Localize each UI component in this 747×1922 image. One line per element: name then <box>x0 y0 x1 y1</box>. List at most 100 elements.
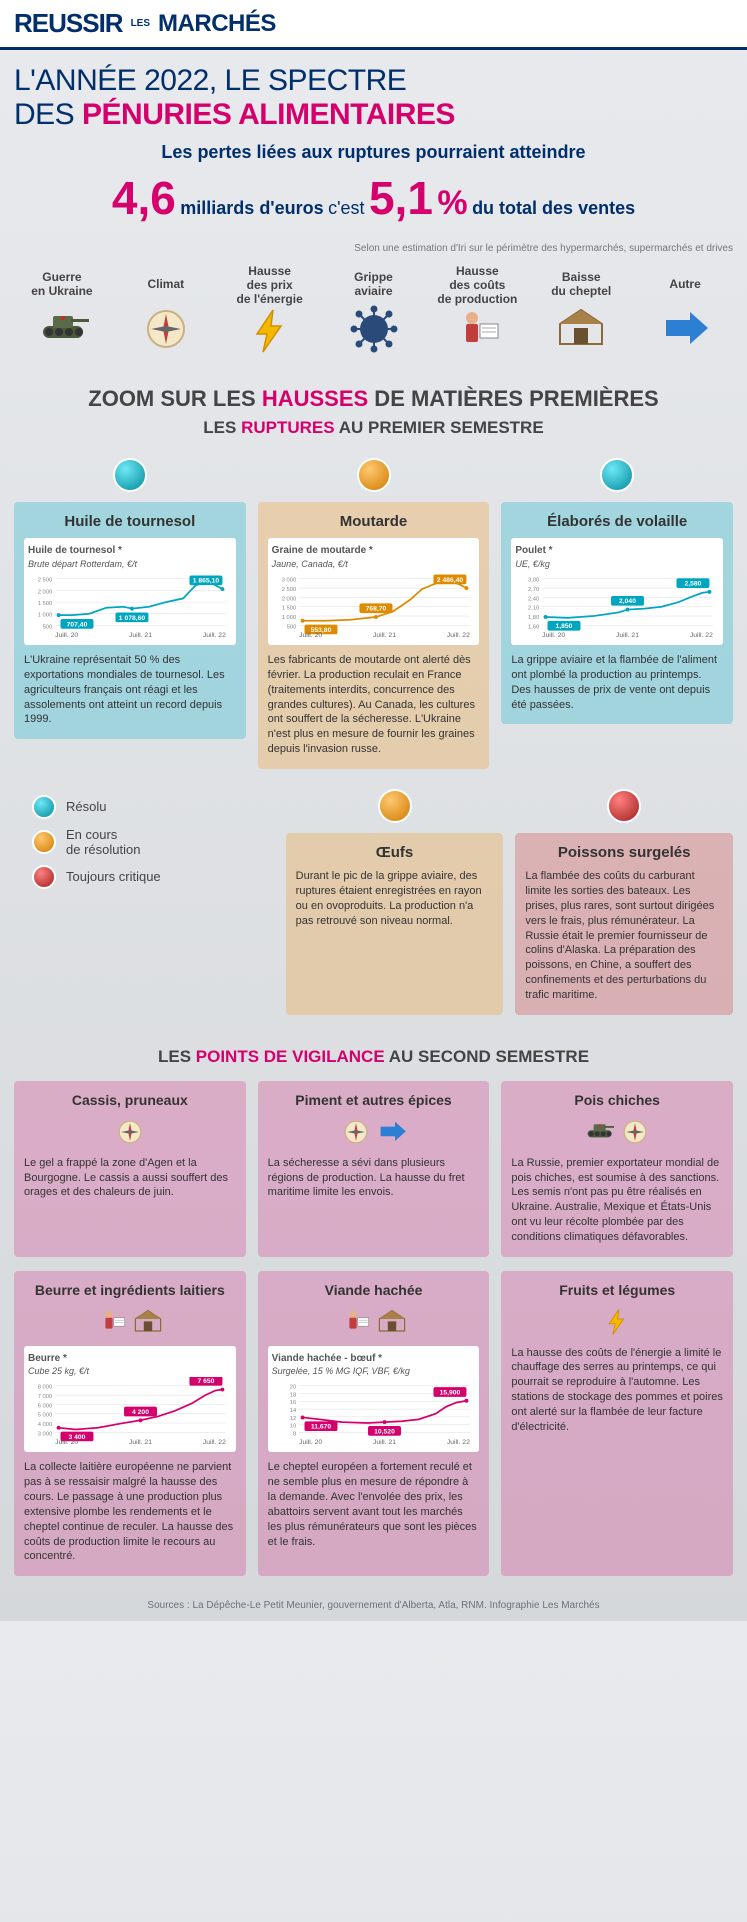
rupture-title: Moutarde <box>268 512 480 532</box>
svg-text:2 500: 2 500 <box>38 578 53 584</box>
chart-name: Graine de moutarde * <box>272 544 476 558</box>
compass-icon <box>341 1117 371 1147</box>
svg-text:11,670: 11,670 <box>311 1424 332 1431</box>
svg-text:1 078,60: 1 078,60 <box>119 615 146 622</box>
svg-text:6 000: 6 000 <box>38 1404 53 1410</box>
vigilance-text: Le gel a frappé la zone d'Agen et la Bou… <box>24 1156 236 1201</box>
rupture-title: Poissons surgelés <box>525 843 723 863</box>
vigilance-text: Le cheptel européen a fortement reculé e… <box>268 1460 480 1549</box>
cause-icon-wrap <box>655 304 715 354</box>
svg-text:1 500: 1 500 <box>281 606 296 612</box>
vigilance-title: Fruits et légumes <box>511 1281 723 1300</box>
vigilance-text: La sécheresse a sévi dans plusieurs régi… <box>268 1156 480 1201</box>
legend-dot-red <box>32 865 56 889</box>
logo-les: LES <box>131 18 150 29</box>
cause-label: Climat <box>147 264 184 304</box>
svg-text:4 200: 4 200 <box>132 1409 149 1416</box>
ruptures-row-2: Résolu En cours de résolution Toujours c… <box>0 783 747 1029</box>
barn-icon <box>133 1307 163 1337</box>
svg-text:12: 12 <box>289 1416 295 1422</box>
svg-text:2 000: 2 000 <box>281 596 296 602</box>
cause-item: Hausse des coûts de production <box>427 264 527 356</box>
headline-numbers: 4,6 milliards d'euros c'est 5,1 % du tot… <box>14 171 733 225</box>
cause-item: Hausse des prix de l'énergie <box>220 264 320 356</box>
status-dot <box>600 458 634 492</box>
svg-text:2,040: 2,040 <box>619 598 636 605</box>
svg-text:4 000: 4 000 <box>38 1422 53 1428</box>
status-legend: Résolu En cours de résolution Toujours c… <box>14 783 274 909</box>
brand-header: REUSSIR LES MARCHÉS <box>0 0 747 50</box>
chart-svg: 1,601,802,102,402,703,00 1,8502,0402,580… <box>515 570 719 640</box>
svg-text:1 500: 1 500 <box>38 601 53 607</box>
vigilance-text: La collecte laitière européenne ne parvi… <box>24 1460 236 1564</box>
mini-chart: Viande hachée - bœuf * Surgelée, 15 % MG… <box>268 1346 480 1453</box>
svg-text:2,10: 2,10 <box>528 606 539 612</box>
ruptures-row-1: Huile de tournesol Huile de tournesol * … <box>0 502 747 783</box>
cause-label: Baisse du cheptel <box>551 264 611 304</box>
vigilance-text: La Russie, premier exportateur mondial d… <box>511 1156 723 1245</box>
barn-icon <box>377 1307 407 1337</box>
compass-icon <box>115 1117 145 1147</box>
svg-text:1 000: 1 000 <box>38 613 53 619</box>
vigilance-icons <box>511 1116 723 1148</box>
vigilance-row-2: Beurre et ingrédients laitiers Beurre * … <box>0 1271 747 1591</box>
svg-text:1,850: 1,850 <box>556 623 573 630</box>
cause-icon-wrap <box>551 304 611 354</box>
svg-text:768,70: 768,70 <box>365 606 386 613</box>
vigilance-title: Cassis, pruneaux <box>24 1091 236 1110</box>
mini-chart: Beurre * Cube 25 kg, €/t 3 0004 0005 000… <box>24 1346 236 1453</box>
svg-text:Juill. 21: Juill. 21 <box>373 632 396 639</box>
svg-text:3,00: 3,00 <box>528 578 539 584</box>
svg-text:Juill. 22: Juill. 22 <box>203 1439 226 1446</box>
chart-name: Poulet * <box>515 544 719 558</box>
chart-sub: Cube 25 kg, €/t <box>28 1365 232 1377</box>
rupture-text: Durant le pic de la grippe aviaire, des … <box>296 869 494 928</box>
svg-text:Juill. 21: Juill. 21 <box>129 1439 152 1446</box>
bolt-icon <box>243 306 297 356</box>
svg-text:7 650: 7 650 <box>197 1378 214 1385</box>
svg-text:Juill. 22: Juill. 22 <box>690 632 713 639</box>
chart-sub: Brute départ Rotterdam, €/t <box>28 558 232 570</box>
title-block: L'ANNÉE 2022, LE SPECTRE DES PÉNURIES AL… <box>0 50 747 239</box>
vigilance-icons <box>24 1116 236 1148</box>
svg-text:Juill. 21: Juill. 21 <box>129 632 152 639</box>
svg-text:3 000: 3 000 <box>38 1432 53 1438</box>
cause-label: Autre <box>669 264 700 304</box>
svg-text:Juill. 20: Juill. 20 <box>55 632 78 639</box>
mini-chart: Graine de moutarde * Jaune, Canada, €/t … <box>268 538 480 645</box>
svg-text:2 486,40: 2 486,40 <box>436 577 463 584</box>
svg-text:18: 18 <box>289 1393 295 1399</box>
svg-text:7 000: 7 000 <box>38 1394 53 1400</box>
svg-text:Juill. 20: Juill. 20 <box>55 1439 78 1446</box>
cause-icon-wrap <box>240 306 300 356</box>
svg-text:10,520: 10,520 <box>374 1429 395 1436</box>
rupture-text: Les fabricants de moutarde ont alerté dè… <box>268 653 480 757</box>
logo-reussir: REUSSIR <box>14 8 123 39</box>
svg-text:10: 10 <box>289 1424 295 1430</box>
svg-text:2,40: 2,40 <box>528 596 539 602</box>
rupture-card: Moutarde Graine de moutarde * Jaune, Can… <box>258 502 490 769</box>
section-hausses-title: ZOOM SUR LES HAUSSES DE MATIÈRES PREMIÈR… <box>0 372 747 418</box>
cause-icon-wrap <box>32 304 92 354</box>
cause-label: Hausse des prix de l'énergie <box>237 264 303 306</box>
virus-icon <box>347 304 401 354</box>
cause-item: Guerre en Ukraine <box>12 264 112 356</box>
chart-svg: 5001 0001 5002 0002 500 707,401 078,601 … <box>28 570 232 640</box>
mini-chart: Huile de tournesol * Brute départ Rotter… <box>24 538 236 645</box>
cause-item: Baisse du cheptel <box>531 264 631 356</box>
svg-text:Juill. 21: Juill. 21 <box>616 632 639 639</box>
svg-text:2 500: 2 500 <box>281 587 296 593</box>
svg-text:2 000: 2 000 <box>38 589 53 595</box>
svg-text:2,580: 2,580 <box>685 580 702 587</box>
section-vigilance-sub: LES POINTS DE VIGILANCE AU SECOND SEMEST… <box>0 1047 747 1067</box>
cause-item: Autre <box>635 264 735 356</box>
arrow-icon <box>658 304 712 354</box>
svg-text:8 000: 8 000 <box>38 1385 53 1391</box>
svg-text:1 865,10: 1 865,10 <box>193 578 220 585</box>
legend-dot-orange <box>32 830 56 854</box>
cause-item: Grippe aviaire <box>324 264 424 356</box>
section-ruptures-sub: LES RUPTURES AU PREMIER SEMESTRE <box>0 418 747 438</box>
vigilance-icons <box>268 1116 480 1148</box>
worker-icon <box>450 306 504 356</box>
status-dot <box>357 458 391 492</box>
